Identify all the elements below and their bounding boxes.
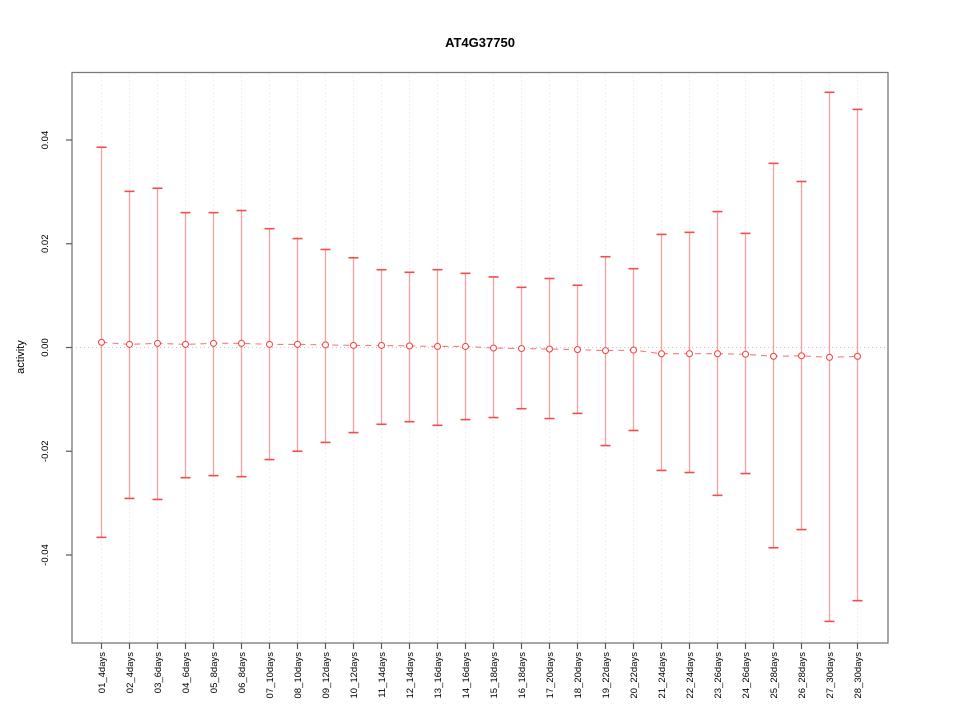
x-tick-label: 06_8days [237, 652, 248, 693]
y-tick-label: 0.02 [40, 235, 51, 254]
y-tick-label: 0.04 [40, 131, 51, 150]
data-point-circle [153, 339, 162, 347]
data-point-circle [433, 342, 442, 351]
data-point-circle [825, 353, 834, 361]
x-tick-label: 20_22days [629, 652, 640, 699]
x-tick-label: 10_12days [349, 652, 360, 699]
x-tick-label: 22_24days [685, 652, 696, 699]
y-tick-label: -0.04 [40, 544, 51, 566]
data-point-circle [377, 341, 386, 349]
x-tick-label: 17_20days [545, 652, 556, 699]
data-point-circle [741, 350, 750, 358]
data-point-circle [97, 338, 106, 346]
x-tick-label: 19_22days [601, 652, 612, 699]
data-point-circle [181, 340, 190, 348]
x-tick-label: 12_14days [405, 652, 416, 699]
data-point-circle [265, 340, 274, 348]
x-tick-label: 09_12days [321, 652, 332, 699]
data-point-circle [797, 352, 806, 360]
data-point-circle [769, 352, 778, 360]
data-point-circle [713, 350, 722, 358]
data-point-circle [489, 344, 498, 352]
data-point-circle [209, 339, 218, 347]
x-tick-label: 04_6days [181, 652, 192, 693]
x-tick-label: 25_28days [769, 652, 780, 699]
x-tick-label: 21_24days [657, 652, 668, 699]
chart-marks-layer: 0.04 0.02 0.00 -0.02 -0.04 01_4days 02_4days 03… [40, 71, 889, 699]
x-tick-label: 11_14days [377, 652, 388, 698]
data-point-circle [685, 350, 694, 358]
data-point-circle [601, 347, 610, 355]
data-point-circle [349, 341, 358, 349]
center-trend-dashed-line [101, 341, 858, 358]
data-point-circle [573, 346, 582, 354]
x-tick-label: 24_26days [741, 652, 752, 699]
x-tick-label: 27_30days [825, 652, 836, 699]
data-point-circle [125, 340, 134, 348]
x-tick-label: 08_10days [293, 652, 304, 699]
x-tick-label: 05_8days [209, 652, 220, 693]
x-tick-label: 14_16days [461, 652, 472, 699]
y-axis-label: activity [15, 340, 27, 374]
y-tick-label: 0.00 [40, 338, 51, 357]
data-point-circle [853, 352, 862, 360]
data-point-circle [461, 342, 470, 351]
x-tick-label: 28_30days [853, 652, 864, 699]
x-tick-label: 13_16days [433, 652, 444, 699]
x-tick-label: 02_4days [125, 652, 136, 693]
data-point-circle [237, 339, 246, 347]
x-tick-label: 23_26days [713, 652, 724, 699]
data-point-circle [517, 344, 526, 353]
plot-box [71, 71, 889, 644]
data-point-circle [657, 350, 666, 358]
chart-title: AT4G37750 [445, 35, 515, 50]
x-tick-label: 15_18days [489, 652, 500, 699]
x-tick-label: 18_20days [573, 652, 584, 699]
y-tick-label: -0.02 [40, 440, 51, 462]
x-tick-label: 07_10days [265, 652, 276, 699]
x-tick-label: 16_18days [517, 652, 528, 699]
data-point-circle [405, 342, 414, 350]
data-point-circle [545, 345, 554, 353]
data-point-circle [321, 341, 330, 349]
data-point-circle [293, 340, 302, 348]
x-tick-label: 01_4days [97, 652, 108, 693]
data-point-circle [629, 346, 638, 354]
x-tick-label: 03_6days [153, 652, 164, 693]
x-tick-label: 26_28days [797, 652, 808, 699]
